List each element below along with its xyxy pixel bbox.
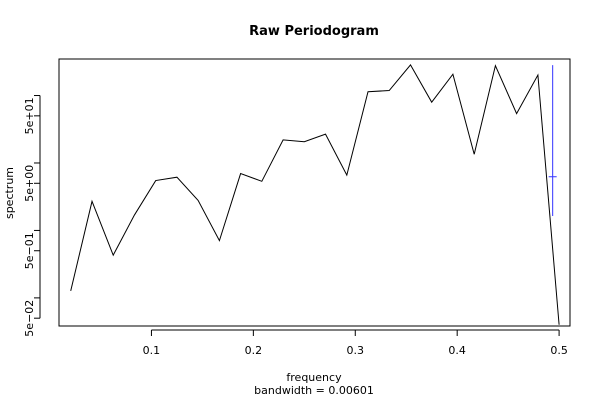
- y-tick-label: 5e−01: [23, 232, 36, 269]
- y-axis-label: spectrum: [3, 167, 16, 219]
- bandwidth-note: bandwidth = 0.00601: [254, 384, 374, 397]
- x-tick-label: 0.2: [245, 344, 263, 357]
- chart-title: Raw Periodogram: [249, 24, 379, 39]
- y-tick-label: 5e−02: [23, 300, 36, 337]
- x-tick-label: 0.5: [550, 344, 568, 357]
- x-tick-label: 0.4: [448, 344, 466, 357]
- y-tick-label: 5e+00: [23, 165, 36, 202]
- x-axis: 0.1 0.2 0.3 0.4 0.5: [143, 329, 568, 357]
- x-tick-label: 0.3: [347, 344, 365, 357]
- x-axis-label: frequency: [286, 371, 342, 384]
- spectrum-line: [70, 64, 560, 325]
- plot-area: [70, 64, 560, 325]
- plot-frame: [58, 58, 571, 327]
- y-tick-label: 5e+01: [23, 97, 36, 134]
- y-axis: 5e−02 5e−01 5e+00 5e+01: [23, 95, 41, 337]
- x-tick-label: 0.1: [143, 344, 161, 357]
